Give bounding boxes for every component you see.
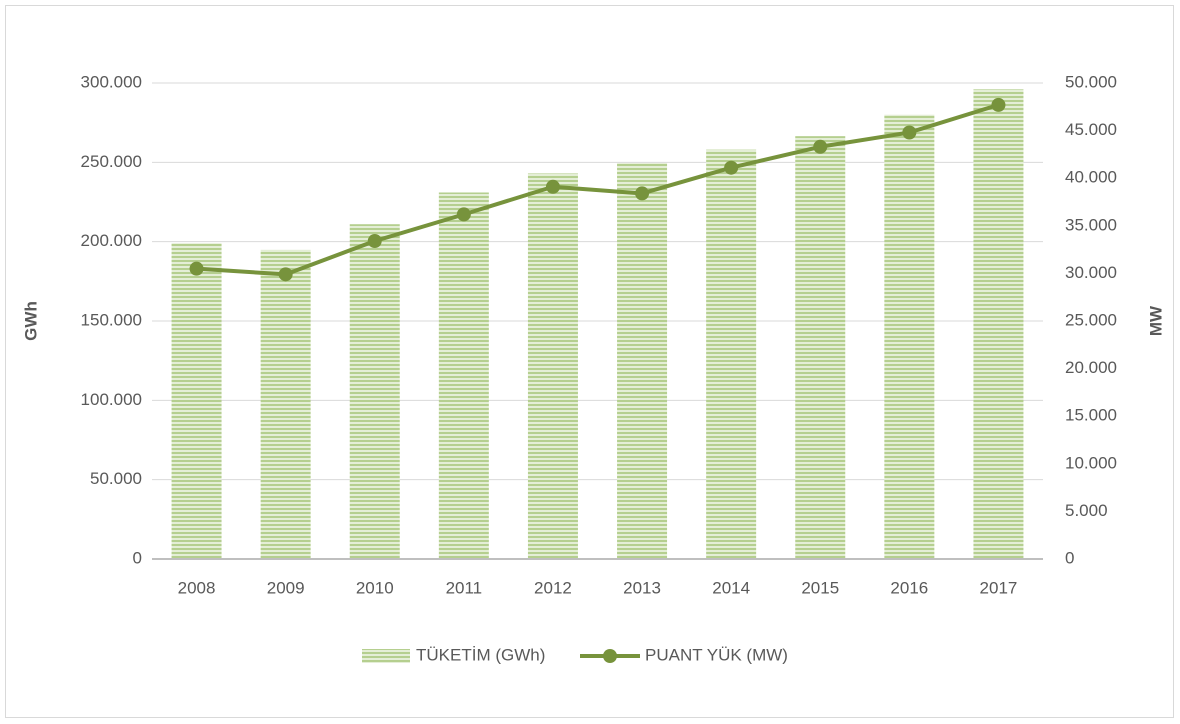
y-tick-label: 150.000 xyxy=(81,310,142,329)
line-marker xyxy=(189,261,204,276)
legend-marker xyxy=(603,649,617,663)
bar xyxy=(260,249,311,559)
bar xyxy=(349,224,400,560)
y2-tick-label: 25.000 xyxy=(1065,310,1117,329)
x-tick-label: 2012 xyxy=(534,578,572,597)
y-tick-label: 250.000 xyxy=(81,152,142,171)
y2-tick-label: 45.000 xyxy=(1065,120,1117,139)
y-tick-label: 0 xyxy=(133,548,142,567)
y2-tick-label: 50.000 xyxy=(1065,72,1117,91)
x-tick-label: 2009 xyxy=(267,578,305,597)
bar xyxy=(527,173,578,559)
y-tick-label: 300.000 xyxy=(81,72,142,91)
line-marker xyxy=(813,139,828,154)
y-tick-label: 100.000 xyxy=(81,390,142,409)
line-marker xyxy=(545,179,560,194)
y2-tick-label: 10.000 xyxy=(1065,453,1117,472)
x-tick-label: 2017 xyxy=(980,578,1018,597)
legend-swatch xyxy=(362,649,410,663)
y-tick-label: 200.000 xyxy=(81,231,142,250)
y2-tick-label: 0 xyxy=(1065,548,1074,567)
legend-label: PUANT YÜK (MW) xyxy=(645,645,788,664)
x-tick-label: 2014 xyxy=(712,578,750,597)
line xyxy=(196,102,1000,277)
x-tick-label: 2008 xyxy=(178,578,216,597)
bar xyxy=(438,192,489,560)
x-tick-label: 2013 xyxy=(623,578,661,597)
y2-tick-label: 15.000 xyxy=(1065,406,1117,425)
bar xyxy=(884,114,935,559)
legend-label: TÜKETİM (GWh) xyxy=(416,645,545,664)
x-tick-label: 2011 xyxy=(446,578,483,597)
y2-tick-label: 40.000 xyxy=(1065,168,1117,187)
y-axis-title: GWh xyxy=(21,301,40,341)
x-tick-label: 2015 xyxy=(801,578,839,597)
y2-tick-label: 5.000 xyxy=(1065,501,1108,520)
line-marker xyxy=(456,207,471,222)
x-tick-label: 2010 xyxy=(356,578,394,597)
line-marker xyxy=(635,186,650,201)
line-marker xyxy=(991,97,1006,112)
y2-axis-title: MW xyxy=(1146,305,1165,336)
y-tick-label: 50.000 xyxy=(90,469,142,488)
bar xyxy=(171,243,222,559)
y2-tick-label: 30.000 xyxy=(1065,263,1117,282)
line-marker xyxy=(278,267,293,282)
line-marker xyxy=(367,234,382,249)
y2-tick-label: 20.000 xyxy=(1065,358,1117,377)
bar xyxy=(706,149,757,559)
line-marker xyxy=(902,125,917,140)
y2-tick-label: 35.000 xyxy=(1065,215,1117,234)
line-marker xyxy=(724,160,739,175)
x-tick-label: 2016 xyxy=(890,578,928,597)
bar xyxy=(617,163,668,560)
bar xyxy=(973,89,1024,559)
bar xyxy=(795,136,846,560)
